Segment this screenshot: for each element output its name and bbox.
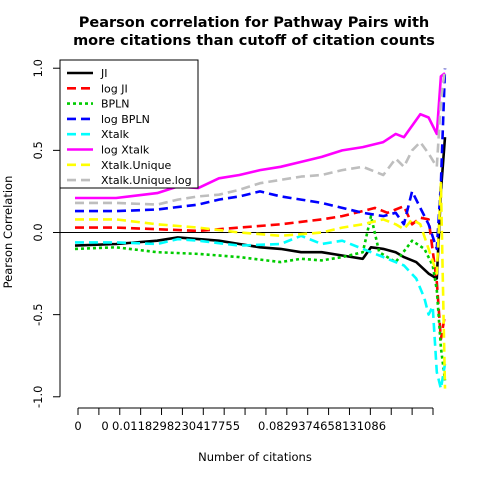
legend-items: JI log JI BPLN log BPLN Xtalk log Xtalk Xtalk.…	[67, 67, 192, 187]
chart-title-line1: Pearson correlation for Pathway Pairs wi…	[79, 15, 429, 31]
series-line-log-bpln	[75, 68, 447, 251]
legend-label: log Xtalk	[101, 144, 150, 157]
series-line-xtalk	[75, 234, 447, 390]
y-axis: -1.0 -0.5 0.0 0.5 1.0	[31, 59, 61, 408]
y-tick-label: 1.0	[31, 59, 45, 77]
y-axis-label: Pearson Correlation	[1, 176, 15, 289]
x-tick-label: 0.0118298230417755	[112, 419, 240, 433]
series-line-xtalk-unique-log	[75, 68, 447, 206]
legend: JI log JI BPLN log BPLN Xtalk log Xtalk Xtalk.…	[59, 59, 199, 189]
legend-box	[59, 59, 199, 189]
series-line-xtalk-unique	[75, 181, 447, 389]
x-axis-label: Number of citations	[198, 450, 312, 464]
y-tick-label: -0.5	[31, 303, 45, 325]
legend-label: log BPLN	[101, 113, 150, 126]
series-line-bpln	[74, 214, 447, 381]
legend-label: Xtalk	[101, 128, 130, 141]
x-tick-label: 0	[74, 419, 81, 433]
series-line-ji	[74, 137, 447, 280]
legend-label: Xtalk.Unique	[101, 159, 172, 172]
chart-title-line2: more citations than cutoff of citation c…	[73, 33, 435, 49]
legend-label: Xtalk.Unique.log	[101, 174, 192, 187]
series-line-log-ji	[75, 204, 447, 341]
y-tick-label: 0.5	[31, 141, 45, 159]
legend-label: JI	[100, 67, 108, 80]
x-tick-label: 0	[101, 419, 108, 433]
legend-label: BPLN	[101, 98, 130, 111]
x-axis: 0 0 0.0118298230417755 0.0829374658131086	[74, 407, 434, 433]
legend-label: log JI	[101, 82, 128, 95]
x-tick-label: 0.0829374658131086	[258, 419, 386, 433]
y-tick-label: -1.0	[31, 386, 45, 408]
y-tick-label: 0.0	[31, 223, 45, 241]
